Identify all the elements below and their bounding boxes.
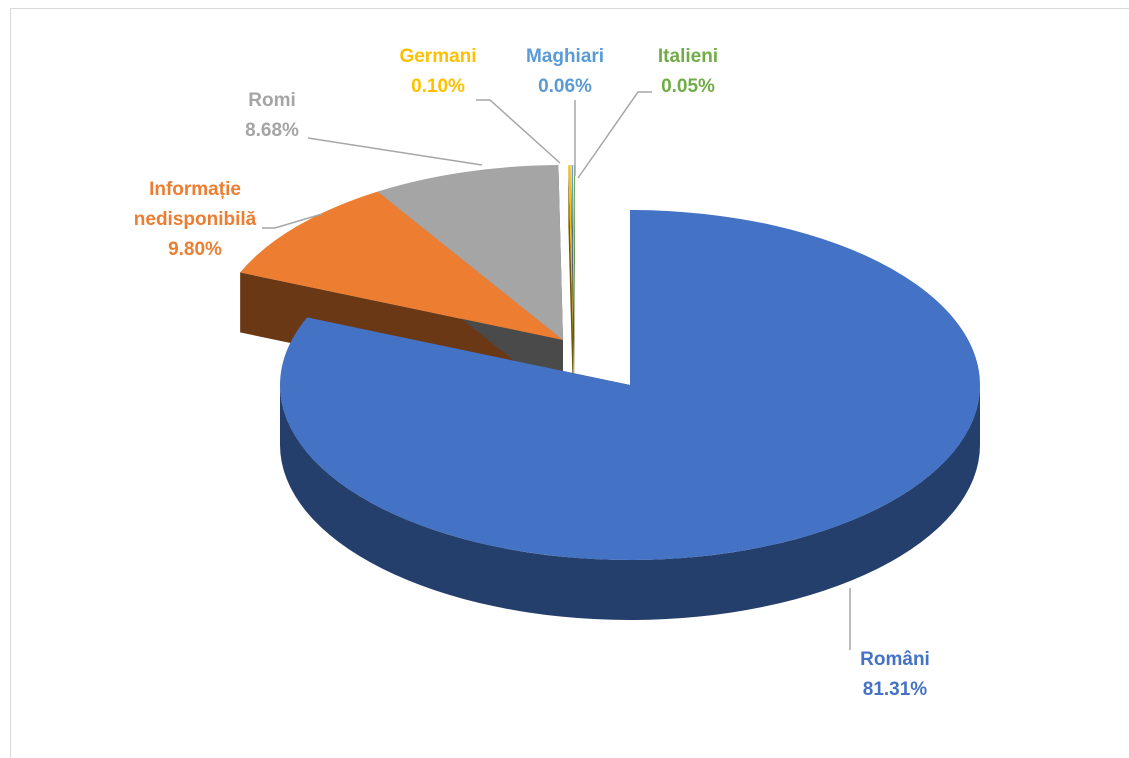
slice	[240, 191, 563, 340]
label-value: 8.68%	[245, 120, 299, 141]
leader-line	[476, 99, 561, 164]
label-value: 0.05%	[661, 76, 715, 97]
label-name: Români	[860, 649, 930, 670]
tops	[240, 165, 981, 560]
data-label: Germani 0.10%	[328, 42, 548, 102]
label-value: 0.10%	[411, 76, 465, 97]
label-name: Informație nedisponibilă	[133, 179, 257, 230]
slice-side	[280, 385, 980, 620]
chart-border	[10, 8, 1129, 758]
label-value: 0.06%	[538, 76, 592, 97]
label-name: Romi	[248, 90, 296, 111]
label-value: 9.80%	[168, 239, 222, 260]
slice-cut-face	[568, 165, 573, 400]
slice-cut-face	[571, 165, 574, 400]
leader-line	[307, 137, 483, 166]
label-name: Germani	[399, 46, 477, 67]
slice	[568, 165, 573, 340]
label-name: Maghiari	[525, 46, 605, 67]
slice	[377, 165, 563, 340]
slice-cut-face	[573, 165, 575, 400]
leader-line	[577, 91, 652, 179]
label-value: 81.31%	[862, 679, 928, 700]
slice	[280, 210, 981, 560]
slice	[573, 165, 575, 340]
data-label: Italieni 0.05%	[578, 42, 798, 102]
data-label: Informație nedisponibilă 9.80%	[115, 175, 275, 265]
slice	[571, 165, 574, 340]
leaders	[262, 91, 851, 650]
leader-line	[262, 213, 323, 229]
data-label: Maghiari 0.06%	[455, 42, 675, 102]
label-name: Italieni	[657, 46, 719, 67]
data-label: Romi 8.68%	[162, 86, 382, 146]
data-label: Români 81.31%	[785, 645, 1005, 705]
